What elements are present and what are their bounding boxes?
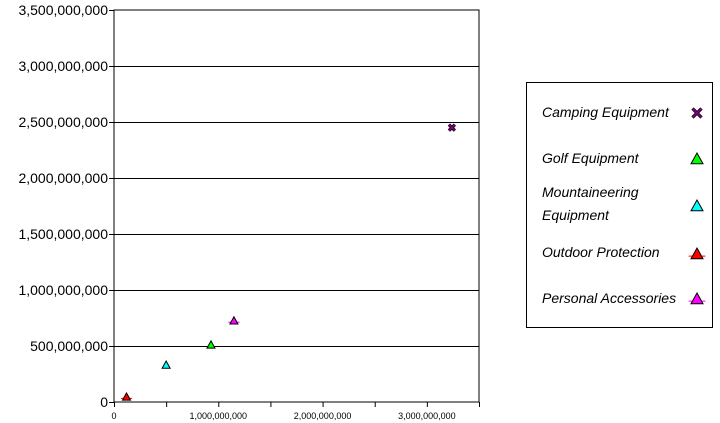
legend-marker xyxy=(690,198,704,212)
axes xyxy=(113,9,480,403)
data-points xyxy=(120,123,457,401)
y-tick-label: 500,000,000 xyxy=(30,338,108,354)
legend-label: Outdoor Protection xyxy=(542,244,660,260)
y-tick-label: 3,000,000,000 xyxy=(18,58,108,74)
plot-frame xyxy=(113,9,480,403)
y-tick-label: 1,500,000,000 xyxy=(18,226,108,242)
legend-marker-shape xyxy=(690,198,704,212)
legend-marker xyxy=(688,246,706,260)
legend-label: Mountaineering Equipment xyxy=(542,184,639,223)
x-tick-label: 3,000,000,000 xyxy=(398,411,456,421)
legend-label: Camping Equipment xyxy=(542,104,669,120)
legend-marker xyxy=(690,151,704,165)
data-point xyxy=(206,339,216,349)
grid-lines xyxy=(114,66,479,347)
data-point xyxy=(161,360,171,369)
legend-label: Golf Equipment xyxy=(542,150,639,166)
x-tick-label: 0 xyxy=(111,411,116,421)
legend-marker-shape xyxy=(688,246,706,260)
y-tick-label: 2,500,000,000 xyxy=(18,114,108,130)
y-tick-label: 0 xyxy=(100,394,108,410)
legend-marker-shape xyxy=(690,151,704,165)
legend: Camping Equipment Golf Equipment Mountaine… xyxy=(526,82,713,328)
y-axis-ticks: 0 500,000,000 1,000,000,000 1,500,000,000 2,… xyxy=(18,2,114,410)
data-point xyxy=(120,391,133,401)
data-point xyxy=(447,123,457,132)
legend-marker xyxy=(691,107,703,119)
legend-marker-shape xyxy=(688,291,706,305)
legend-marker-shape xyxy=(691,107,703,119)
x-axis-ticks: 0 1,000,000,000 2,000,000,000 3,000,000,000 xyxy=(111,402,480,421)
y-tick-label: 3,500,000,000 xyxy=(18,2,108,18)
legend-label: Personal Accessories xyxy=(542,290,677,306)
y-tick-label: 2,000,000,000 xyxy=(18,170,108,186)
x-tick-label: 2,000,000,000 xyxy=(294,411,352,421)
y-tick-label: 1,000,000,000 xyxy=(18,282,108,298)
data-point xyxy=(228,315,240,325)
x-tick-label: 1,000,000,000 xyxy=(190,411,248,421)
legend-marker xyxy=(688,291,706,305)
